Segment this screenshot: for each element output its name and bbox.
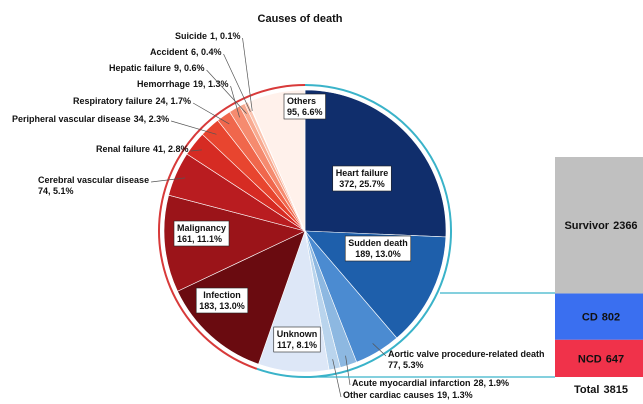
total-label: Total 3815 [574, 384, 628, 396]
label-box [332, 165, 392, 192]
bar-name: CD [582, 312, 598, 324]
chart-title: Causes of death [258, 13, 343, 25]
leader-line [206, 69, 247, 114]
slice-label: Accident 6, 0.4% [150, 47, 222, 57]
bar-label: NCD 647 [578, 353, 624, 365]
slice-value: 161, 11.1% [177, 234, 222, 244]
slice-name: Unknown [277, 329, 318, 339]
slice-value: 95, 6.6% [287, 107, 323, 117]
bar-name: NCD [578, 353, 602, 365]
leader-line [192, 102, 230, 125]
slice-name: Infection [203, 290, 241, 300]
slice-label: Aortic valve procedure-related death 77, … [388, 349, 545, 370]
slice-name: Peripheral vascular disease [12, 114, 131, 124]
slice-label: Cerebral vascular disease 74, 5.1% [38, 175, 149, 196]
leader-line [171, 120, 217, 135]
pie-slice [304, 89, 447, 238]
leader-line [242, 37, 253, 111]
group-ring [256, 84, 452, 378]
slice-value: 6, 0.4% [191, 47, 222, 57]
slice-value: 28, 1.9% [474, 378, 510, 388]
slice-label: Hemorrhage 19, 1.3% [137, 79, 229, 89]
slice-name: Aortic valve procedure-related death [388, 349, 545, 359]
label-box [173, 220, 230, 247]
slice-label: Acute myocardial infarction 28, 1.9% [352, 378, 509, 388]
slice-name: Cerebral vascular disease [38, 175, 149, 185]
leader-line [230, 85, 240, 118]
slice-name: Accident [150, 47, 188, 57]
slice-name: Respiratory failure [73, 96, 153, 106]
slice-value: 77, 5.3% [388, 360, 424, 370]
slice-label: Unknown 117, 8.1% [277, 329, 318, 350]
leader-line [190, 149, 202, 152]
slice-name: Others [287, 96, 316, 106]
slice-value: 372, 25.7% [339, 179, 385, 189]
slice-value: 24, 1.7% [156, 96, 192, 106]
slice-label: Renal failure 41, 2.8% [96, 144, 189, 154]
bar-segment [555, 293, 643, 340]
leader-line [151, 177, 186, 183]
slice-label: Suicide 1, 0.1% [175, 31, 241, 41]
bar-value: 647 [606, 353, 624, 365]
slice-label: Peripheral vascular disease 34, 2.3% [12, 114, 169, 124]
leader-line [223, 53, 251, 112]
slice-name: Renal failure [96, 144, 150, 154]
pie-slice [163, 194, 306, 292]
slice-label: Sudden death 189, 13.0% [348, 238, 408, 259]
slice-name: Heart failure [336, 168, 389, 178]
slice-value: 183, 13.0% [199, 301, 245, 311]
slice-value: 34, 2.3% [134, 114, 170, 124]
slice-name: Suicide [175, 31, 207, 41]
group-ring [158, 84, 306, 370]
slice-label: Hepatic failure 9, 0.6% [109, 63, 205, 73]
bar-value: 802 [602, 312, 620, 324]
slice-label: Malignancy 161, 11.1% [177, 223, 226, 244]
slice-name: Sudden death [348, 238, 408, 248]
slice-value: 41, 2.8% [153, 144, 189, 154]
leader-line [345, 355, 351, 386]
slice-value: 1, 0.1% [210, 31, 241, 41]
leader-line [332, 359, 342, 398]
label-box [273, 326, 321, 353]
slice-value: 117, 8.1% [277, 340, 317, 350]
slice-value: 19, 1.3% [437, 390, 473, 400]
bar-segment [555, 339, 643, 377]
bar-segment [555, 157, 643, 294]
label-box [195, 287, 249, 314]
label-box [344, 235, 412, 262]
slice-value: 9, 0.6% [174, 63, 205, 73]
slice-name: Hepatic failure [109, 63, 171, 73]
pie-slice [248, 89, 306, 232]
bar-label: CD 802 [582, 312, 620, 324]
slice-name: Malignancy [177, 223, 226, 233]
slice-name: Acute myocardial infarction [352, 378, 471, 388]
bar-label: Survivor 2366 [564, 220, 637, 232]
slice-label: Others 95, 6.6% [287, 96, 323, 117]
bar-value: 2366 [613, 220, 637, 232]
slice-label: Infection 183, 13.0% [199, 290, 245, 311]
slice-value: 189, 13.0% [355, 249, 401, 259]
slice-name: Hemorrhage [137, 79, 190, 89]
total-value: 3815 [603, 384, 627, 396]
slice-value: 19, 1.3% [193, 79, 229, 89]
leader-line [372, 343, 387, 357]
bar-name: Survivor [564, 220, 609, 232]
slice-label: Heart failure 372, 25.7% [336, 168, 389, 189]
slice-label: Respiratory failure 24, 1.7% [73, 96, 191, 106]
label-box [283, 93, 326, 120]
slice-label: Other cardiac causes 19, 1.3% [343, 390, 473, 400]
total-name: Total [574, 384, 599, 396]
slice-value: 74, 5.1% [38, 186, 74, 196]
slice-name: Other cardiac causes [343, 390, 434, 400]
